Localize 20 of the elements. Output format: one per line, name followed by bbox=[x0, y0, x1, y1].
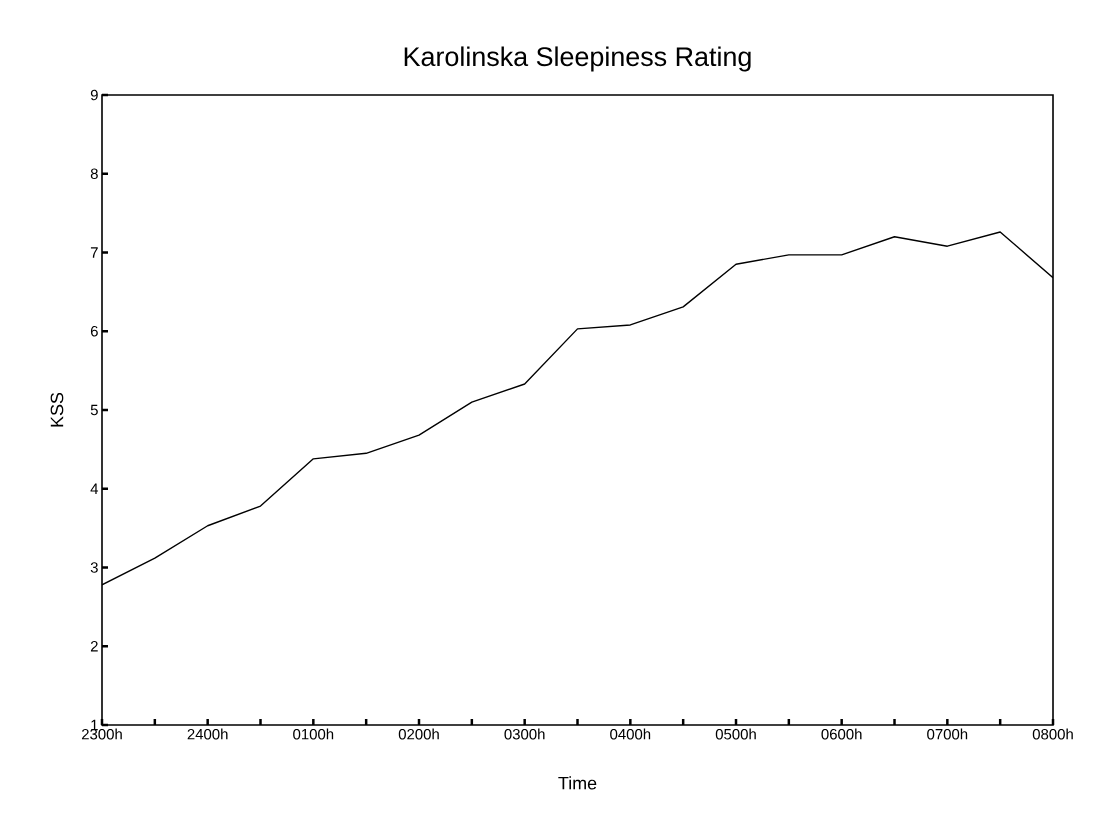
y-tick-label: 5 bbox=[90, 404, 98, 416]
y-tick-label: 2 bbox=[90, 641, 98, 652]
y-tick-label: 3 bbox=[90, 562, 98, 573]
y-axis-title: KSS bbox=[50, 392, 64, 427]
y-tick-label: 8 bbox=[90, 168, 98, 180]
x-tick-label: 0600h bbox=[821, 728, 862, 740]
x-tick-label: 0700h bbox=[927, 728, 968, 740]
x-tick-label: 0400h bbox=[610, 728, 651, 740]
x-tick-label: 2400h bbox=[187, 728, 228, 740]
x-tick-label: 0100h bbox=[293, 728, 334, 740]
y-tick-label: 9 bbox=[90, 89, 98, 101]
y-tick-label: 7 bbox=[90, 247, 98, 258]
x-tick-label: 0500h bbox=[715, 728, 756, 740]
x-tick-label: 0200h bbox=[398, 728, 439, 740]
x-tick-label: 0300h bbox=[504, 728, 545, 740]
y-tick-label: 4 bbox=[90, 483, 99, 494]
chart-title: Karolinska Sleepiness Rating bbox=[404, 46, 751, 72]
x-axis-title: Time bbox=[558, 776, 597, 790]
y-tick-label: 6 bbox=[90, 325, 98, 337]
x-tick-label: 0800h bbox=[1032, 728, 1073, 740]
